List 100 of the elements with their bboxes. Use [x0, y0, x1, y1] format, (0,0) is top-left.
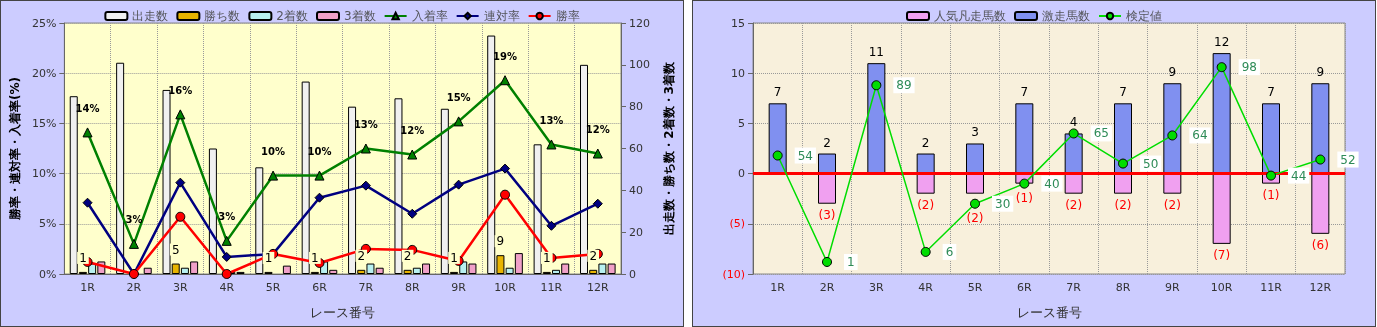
data-label: 13% — [539, 114, 564, 126]
x-tick-label: 12R — [1309, 281, 1332, 294]
data-label: 1 — [543, 250, 551, 265]
x-tick-label: 11R — [540, 281, 563, 294]
y-axis-title: 勝率・連対率・入着率(%) — [8, 77, 22, 221]
data-label: 3% — [218, 211, 236, 223]
y-tick-label: 0 — [738, 167, 745, 181]
data-label: 52 — [1340, 152, 1356, 167]
data-label: 7 — [1020, 85, 1029, 100]
data-label: 9 — [1168, 65, 1177, 80]
data-label: 40 — [1044, 176, 1060, 191]
x-tick-label: 4R — [219, 281, 235, 294]
x-tick-label: 3R — [172, 281, 188, 294]
x-tick-label: 7R — [358, 281, 374, 294]
x-tick-label: 1R — [80, 281, 96, 294]
y-tick-label: 15% — [31, 116, 57, 130]
data-label: (3) — [818, 207, 836, 222]
x-tick-label: 8R — [1115, 281, 1131, 294]
y-tick-label: (5) — [729, 217, 745, 231]
data-label: 1 — [311, 250, 319, 265]
data-label: (6) — [1311, 237, 1329, 252]
legend-label: 勝ち数 — [204, 9, 241, 23]
legend-label: 激走馬数 — [1042, 9, 1090, 23]
y2-tick-label: 40 — [629, 183, 643, 197]
data-label: 2 — [403, 248, 412, 263]
y2-tick-label: 100 — [629, 58, 650, 72]
data-label: 4 — [1069, 115, 1078, 130]
legend-label: 連対率 — [483, 9, 520, 23]
data-label: 44 — [1291, 168, 1307, 183]
data-label: (7) — [1213, 247, 1231, 262]
data-label: (1) — [1262, 187, 1280, 202]
data-label: 89 — [896, 78, 912, 93]
data-label: (2) — [917, 197, 935, 212]
x-tick-label: 6R — [1017, 281, 1032, 294]
data-label: 15% — [446, 91, 471, 103]
data-label: 7 — [1267, 85, 1275, 100]
y-tick-label: 10% — [31, 167, 57, 181]
x-tick-label: 8R — [404, 281, 420, 294]
data-label: 3 — [971, 125, 979, 140]
data-label: 5 — [171, 242, 180, 257]
y-tick-label: 0% — [38, 267, 57, 281]
data-label: (2) — [966, 210, 984, 225]
legend-label: 人気凡走馬数 — [934, 9, 1006, 23]
data-label: 3% — [125, 214, 143, 226]
legend-label: 2着数 — [276, 9, 309, 23]
data-label: 11 — [868, 45, 884, 60]
y-tick-label: 15 — [731, 16, 745, 30]
data-label: 98 — [1241, 60, 1257, 75]
y-tick-label: 25% — [31, 16, 57, 30]
x-tick-label: 4R — [918, 281, 934, 294]
legend-label: 勝率 — [555, 9, 580, 23]
y-tick-label: (10) — [722, 267, 745, 281]
data-label: 9 — [1316, 65, 1325, 80]
y2-tick-label: 80 — [629, 100, 643, 114]
y2-tick-label: 120 — [629, 16, 650, 30]
legend-label: 3着数 — [344, 9, 376, 23]
data-label: 12% — [585, 124, 610, 136]
data-label: 2 — [589, 248, 598, 263]
x-axis-title: レース番号 — [1016, 305, 1082, 320]
y-tick-label: 5 — [738, 116, 745, 130]
x-tick-label: 12R — [586, 281, 609, 294]
y2-axis-title: 出走数・勝ち数・2着数・3着数 — [662, 61, 676, 235]
data-label: 65 — [1093, 126, 1109, 141]
x-tick-label: 10R — [1210, 281, 1233, 294]
x-tick-label: 7R — [1066, 281, 1082, 294]
legend-label: 検定値 — [1126, 9, 1162, 23]
x-tick-label: 5R — [967, 281, 983, 294]
x-tick-label: 9R — [451, 281, 467, 294]
data-label: 2 — [823, 135, 831, 150]
data-label: (2) — [1163, 197, 1181, 212]
data-label: 50 — [1143, 156, 1159, 171]
data-label: 16% — [168, 84, 193, 96]
data-label: (2) — [1114, 197, 1132, 212]
data-label: 12 — [1214, 35, 1230, 50]
x-tick-label: 11R — [1260, 281, 1283, 294]
y-tick-label: 20% — [31, 66, 57, 80]
x-tick-label: 2R — [819, 281, 835, 294]
data-label: 1 — [264, 250, 273, 265]
x-tick-label: 9R — [1165, 281, 1180, 294]
data-label: 2 — [357, 248, 366, 263]
legend-label: 出走数 — [132, 9, 169, 23]
data-label: 7 — [773, 85, 782, 100]
y2-tick-label: 0 — [629, 267, 636, 281]
legend-label: 入着率 — [411, 9, 448, 23]
x-tick-label: 10R — [494, 281, 517, 294]
data-label: 54 — [797, 148, 813, 163]
data-label: (1) — [1015, 190, 1033, 205]
data-label: (2) — [1065, 197, 1083, 212]
data-label: 64 — [1192, 128, 1208, 143]
data-label: 7 — [1119, 85, 1127, 100]
x-tick-label: 5R — [265, 281, 281, 294]
data-label: 1 — [847, 254, 855, 269]
data-label: 10% — [261, 146, 286, 158]
data-label: 1 — [450, 250, 458, 265]
y2-tick-label: 20 — [629, 225, 643, 239]
data-label: 2 — [921, 135, 930, 150]
data-label: 30 — [995, 196, 1011, 211]
data-label: 9 — [496, 234, 505, 249]
data-label: 1 — [79, 250, 87, 265]
x-tick-label: 3R — [869, 281, 884, 294]
